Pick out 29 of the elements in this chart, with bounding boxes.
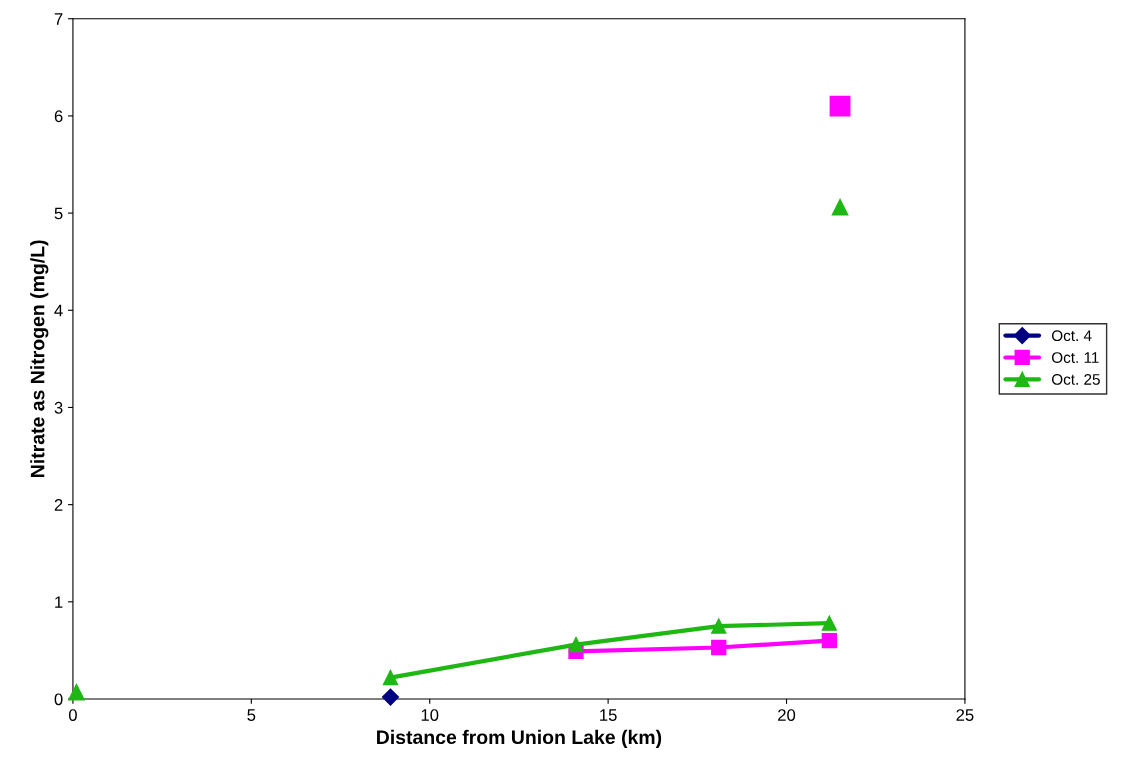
y-tick-label: 6 [54, 110, 63, 123]
y-tick-label: 3 [54, 401, 63, 414]
y-tick-label: 0 [54, 693, 63, 706]
legend-label: Oct. 11 [1051, 352, 1099, 363]
y-tick-label: 7 [54, 13, 63, 25]
x-tick-label: 20 [778, 709, 796, 721]
x-tick-label: 10 [421, 709, 439, 721]
point [831, 198, 849, 216]
point [382, 669, 399, 686]
y-tick-label: 1 [55, 596, 63, 608]
legend-label: Oct. 4 [1051, 330, 1092, 342]
x-tick-label: 0 [68, 709, 77, 721]
y-tick-label: 5 [54, 207, 63, 220]
point [381, 688, 400, 706]
y-tick-label: 2 [54, 499, 63, 511]
point [821, 633, 837, 649]
legend-label: Oct. 25 [1051, 374, 1100, 385]
point [829, 95, 851, 117]
point [821, 615, 837, 631]
y-axis-title: Nitrate as Nitrogen (mg/L) [30, 240, 49, 477]
x-tick-label: 15 [600, 709, 617, 721]
point [68, 683, 85, 701]
point [711, 639, 727, 656]
point [711, 618, 727, 634]
x-axis-title: Distance from Union Lake (km) [377, 729, 662, 748]
x-tick-label: 25 [956, 709, 974, 721]
point [568, 636, 584, 653]
x-tick-label: 5 [247, 709, 256, 721]
y-tick-label: 4 [54, 304, 63, 317]
